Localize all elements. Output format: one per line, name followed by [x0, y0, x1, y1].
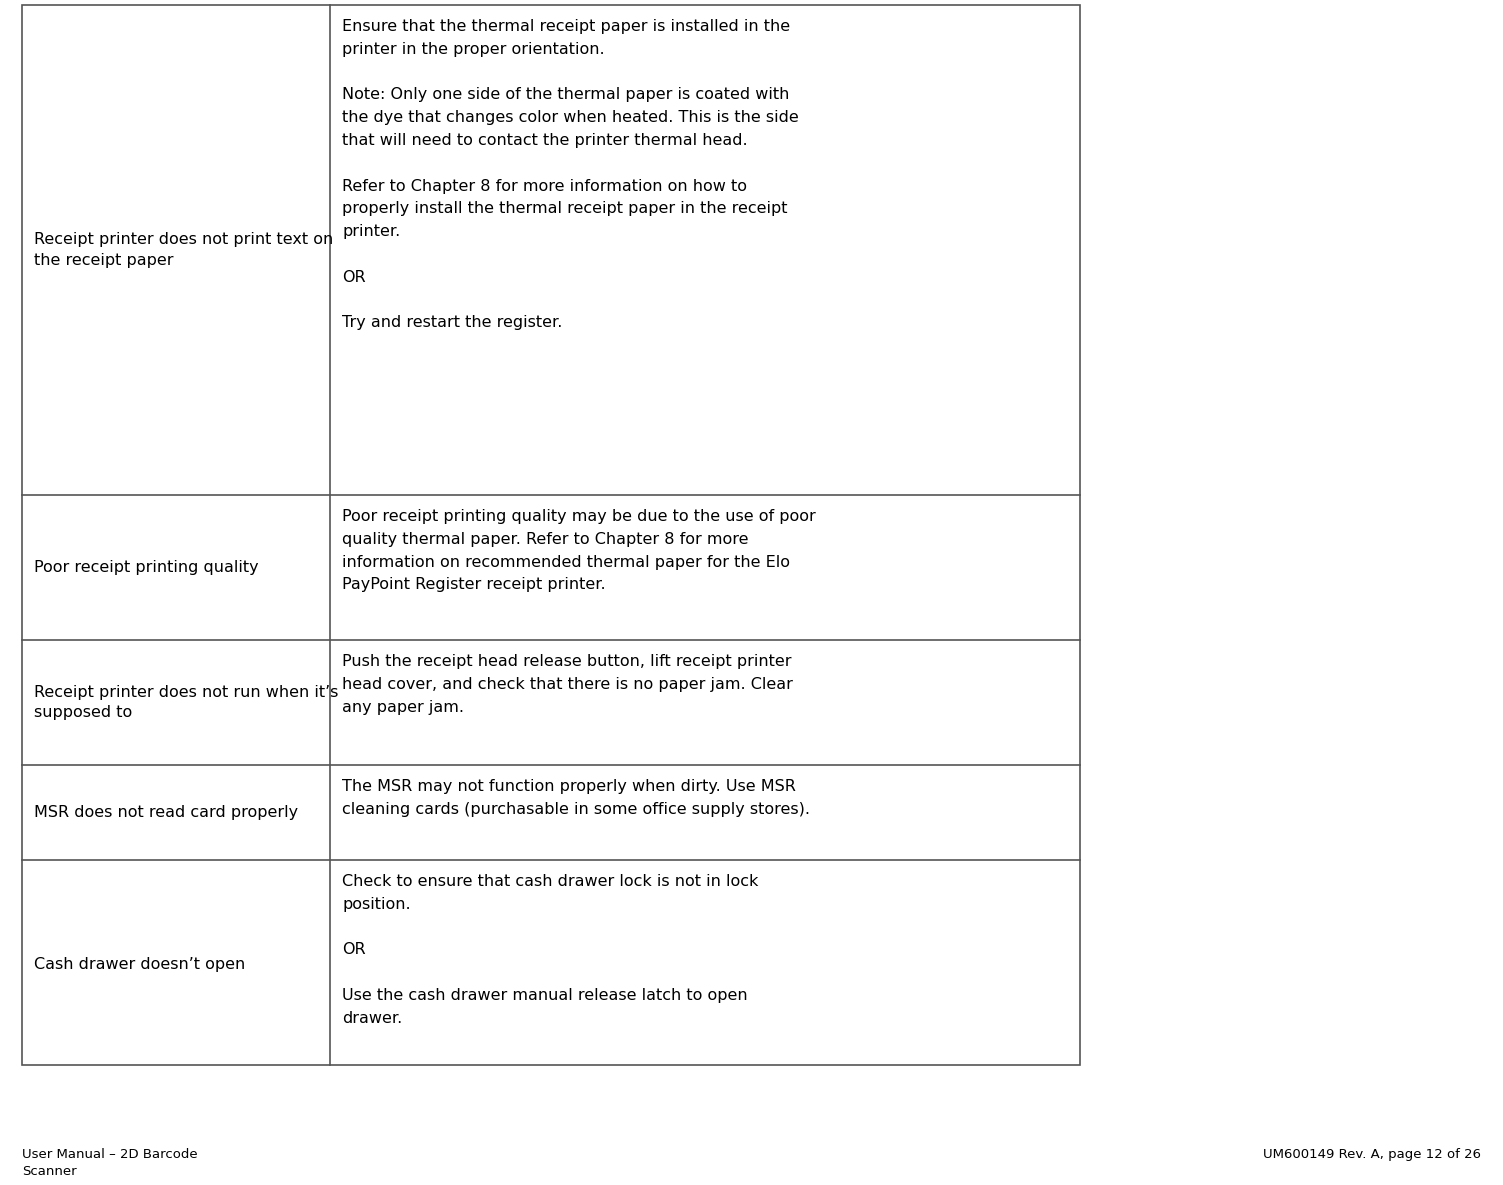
Text: Cash drawer doesn’t open: Cash drawer doesn’t open: [35, 957, 245, 973]
Text: Check to ensure that cash drawer lock is not in lock
position.

OR

Use the cash: Check to ensure that cash drawer lock is…: [343, 875, 759, 1026]
Text: Receipt printer does not print text on
the receipt paper: Receipt printer does not print text on t…: [35, 232, 334, 268]
Text: Poor receipt printing quality: Poor receipt printing quality: [35, 561, 259, 575]
Text: Ensure that the thermal receipt paper is installed in the
printer in the proper : Ensure that the thermal receipt paper is…: [343, 19, 798, 331]
Text: Poor receipt printing quality may be due to the use of poor
quality thermal pape: Poor receipt printing quality may be due…: [343, 510, 816, 592]
Text: User Manual – 2D Barcode
Scanner: User Manual – 2D Barcode Scanner: [23, 1148, 197, 1178]
Text: The MSR may not function properly when dirty. Use MSR
cleaning cards (purchasabl: The MSR may not function properly when d…: [343, 779, 810, 816]
Text: UM600149 Rev. A, page 12 of 26: UM600149 Rev. A, page 12 of 26: [1263, 1148, 1480, 1161]
Bar: [23, 5, 1081, 1065]
Text: Push the receipt head release button, lift receipt printer
head cover, and check: Push the receipt head release button, li…: [343, 654, 794, 715]
Text: Receipt printer does not run when it’s
supposed to: Receipt printer does not run when it’s s…: [35, 685, 338, 720]
Text: MSR does not read card properly: MSR does not read card properly: [35, 805, 298, 820]
